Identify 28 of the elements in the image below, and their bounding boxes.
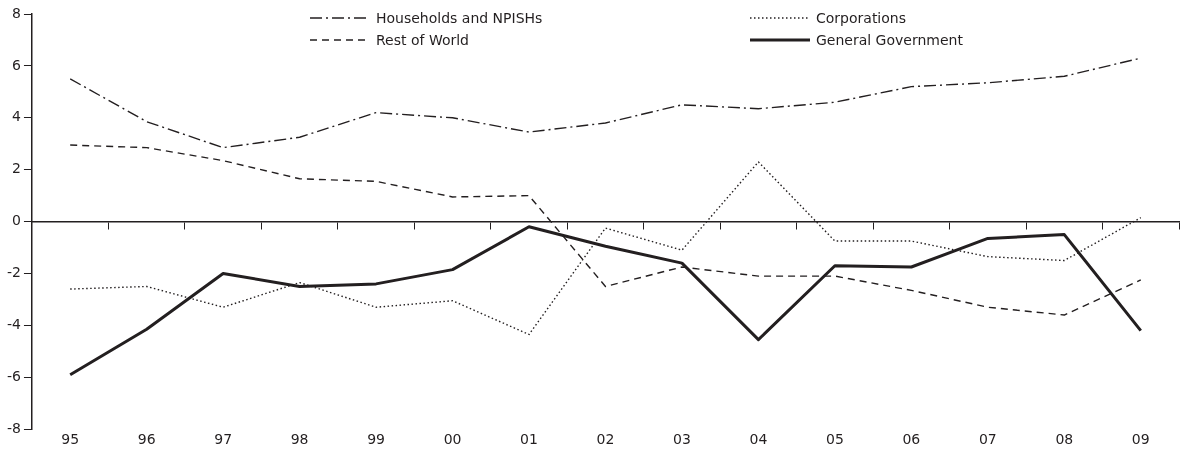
- x-tick-label: 07: [978, 431, 997, 448]
- y-tick-label: 6: [12, 56, 22, 73]
- x-tick-label: 95: [61, 431, 80, 448]
- x-tick-label: 09: [1131, 431, 1150, 448]
- x-tick-label: 97: [214, 431, 233, 448]
- y-tick-label: 8: [12, 4, 21, 21]
- x-tick-label: 06: [902, 431, 921, 448]
- legend-label: General Government: [816, 32, 963, 48]
- y-tick-label: 4: [12, 108, 22, 125]
- y-tick-label: 0: [12, 212, 21, 229]
- x-tick-label: 01: [520, 431, 538, 448]
- x-tick-label: 99: [367, 431, 385, 448]
- y-tick-label: 2: [12, 160, 21, 177]
- x-tick-label: 02: [596, 431, 615, 448]
- x-tick-label: 00: [443, 431, 462, 448]
- x-tick-label: 03: [673, 431, 691, 448]
- x-tick-label: 08: [1055, 431, 1074, 448]
- legend-label: Corporations: [816, 10, 906, 26]
- y-tick-label: -4: [6, 316, 22, 333]
- x-tick-label: 05: [825, 431, 844, 448]
- y-tick-label: -2: [6, 264, 21, 281]
- y-tick-label: -6: [6, 367, 22, 384]
- x-tick-label: 04: [749, 431, 768, 448]
- y-tick-label: -8: [6, 419, 21, 436]
- x-tick-label: 96: [137, 431, 156, 448]
- legend-label: Rest of World: [376, 32, 470, 48]
- legend-label: Households and NPISHs: [376, 10, 543, 26]
- x-tick-label: 98: [290, 431, 309, 448]
